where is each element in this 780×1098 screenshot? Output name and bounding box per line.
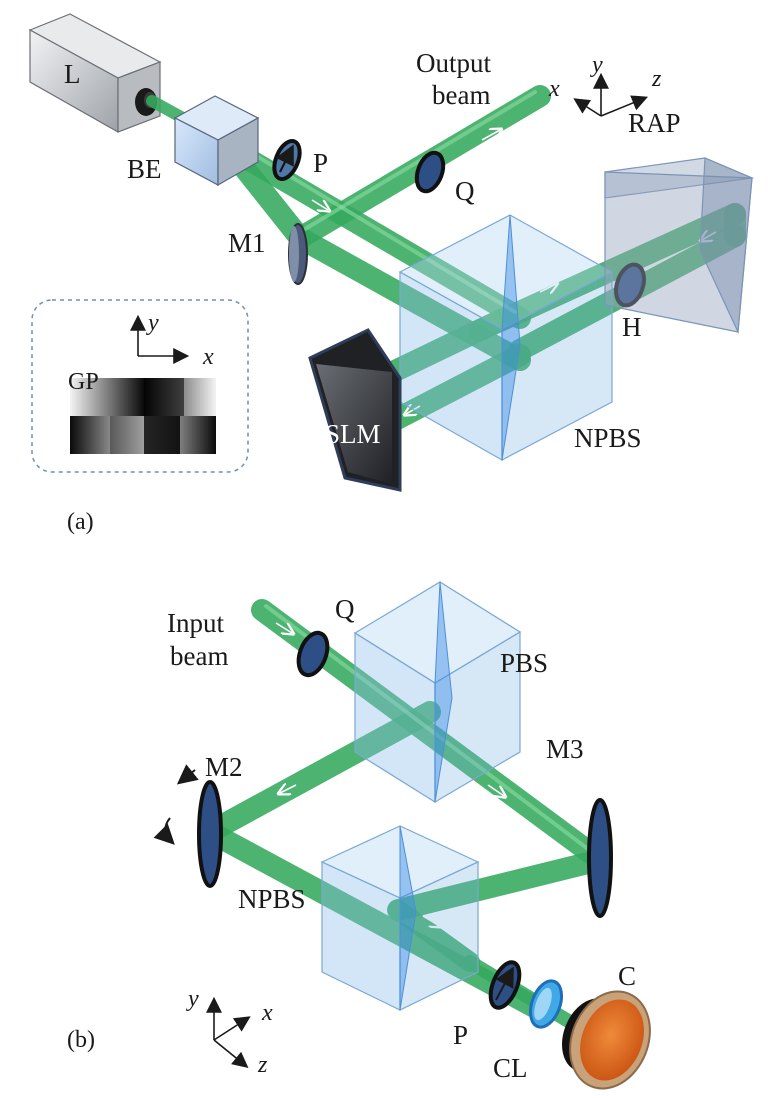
right-angle-prism	[604, 157, 755, 335]
quarter-wave-plate-a	[414, 150, 446, 194]
cylindrical-lens	[528, 979, 564, 1029]
label-mirror-m1: M1	[228, 228, 266, 258]
label-quarter-wave-plate-a: Q	[455, 176, 475, 206]
label-half-wave-plate: H	[622, 312, 642, 342]
axis-label-y-b: y	[186, 986, 199, 1012]
axes-b	[206, 996, 251, 1069]
label-beam-expander: BE	[127, 154, 162, 184]
label-laser: L	[64, 59, 81, 89]
npbs-cube-b	[320, 825, 480, 1011]
rotation-arrow-icon	[153, 817, 175, 845]
label-gp: GP	[68, 369, 99, 395]
mirror-m3	[587, 798, 613, 918]
label-pbs: PBS	[500, 648, 548, 678]
laser	[28, 13, 162, 134]
label-polarizer-a: P	[313, 148, 328, 178]
camera	[562, 990, 651, 1090]
axis-label-y-a: y	[590, 52, 603, 78]
polarizer-b	[488, 960, 522, 1010]
polarizer-a	[272, 139, 302, 181]
quarter-wave-plate-b	[296, 630, 330, 678]
half-wave-plate	[614, 262, 646, 308]
axes-a	[573, 72, 648, 117]
gp-inset	[31, 299, 249, 473]
inset-axis-label-x: x	[202, 344, 214, 370]
npbs-cube-a	[398, 214, 614, 462]
axis-label-x-b: x	[261, 1000, 273, 1026]
translation-arrow-icon	[176, 764, 199, 785]
axis-label-x-a: x	[548, 76, 560, 102]
mirror-m2	[153, 764, 223, 888]
beam-direction-arrows-b	[276, 622, 504, 932]
label-polarizer-b: P	[453, 1020, 468, 1050]
label-npbs-a: NPBS	[574, 423, 642, 453]
slm	[308, 328, 402, 492]
label-right-angle-prism: RAP	[628, 108, 681, 138]
panel-label-a: (a)	[67, 509, 94, 535]
label-mirror-m2: M2	[205, 752, 243, 782]
label-mirror-m3: M3	[546, 734, 584, 764]
label-slm: SLM	[325, 419, 381, 449]
geometric-phase-pattern	[70, 378, 216, 454]
inset-axis-label-y: y	[146, 310, 159, 336]
panel-a: L BE P M1 Output beam Q RAP H SLM NPBS x…	[28, 13, 755, 535]
label-output-beam-2: beam	[432, 80, 490, 110]
inset-border	[31, 299, 249, 473]
pbs-cube	[353, 581, 522, 804]
label-cylindrical-lens: CL	[493, 1053, 528, 1083]
label-camera: C	[618, 961, 636, 991]
label-input-beam-2: beam	[170, 641, 228, 671]
label-output-beam-1: Output	[416, 48, 492, 78]
beam-expander	[173, 95, 260, 187]
mirror-m1	[288, 223, 308, 285]
axis-label-z-a: z	[651, 66, 662, 92]
axis-label-z-b: z	[257, 1052, 268, 1078]
panel-b: Input beam Q PBS M2 M3 NPBS P CL C y x z…	[67, 581, 651, 1090]
label-quarter-wave-plate-b: Q	[335, 594, 355, 624]
label-npbs-b: NPBS	[238, 884, 306, 914]
label-input-beam-1: Input	[167, 608, 224, 638]
panel-label-b: (b)	[67, 1027, 95, 1053]
